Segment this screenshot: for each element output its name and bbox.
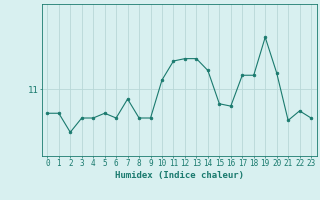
X-axis label: Humidex (Indice chaleur): Humidex (Indice chaleur) bbox=[115, 171, 244, 180]
